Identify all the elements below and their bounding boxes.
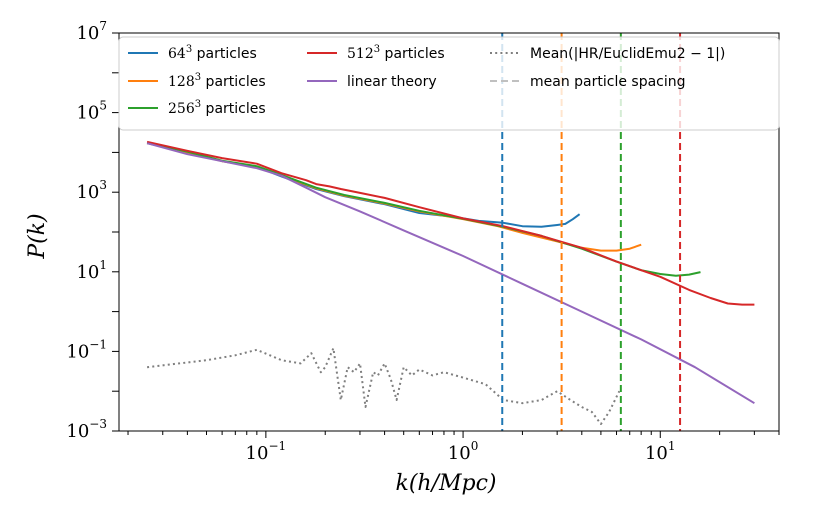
legend-item-lin: linear theory [307, 74, 437, 90]
legend-exponent: 3 [186, 44, 192, 55]
y-tick-label: 101 [76, 258, 107, 283]
legend-label: linear theory [347, 74, 437, 90]
tick-exponent: −1 [268, 439, 286, 453]
legend-label: Mean(|HR/EuclidEmu2 − 1|) [530, 46, 725, 62]
tick-exponent: −1 [89, 337, 107, 351]
x-axis-label: k(h/Mpc) [395, 471, 496, 496]
y-tick-label: 10−1 [66, 337, 107, 362]
y-tick-label: 10−3 [66, 417, 107, 442]
x-tick-label: 10−1 [246, 439, 287, 464]
tick-exponent: 7 [99, 19, 107, 33]
tick-base: 10 [645, 443, 668, 464]
tick-exponent: 1 [668, 439, 676, 453]
tick-exponent: 1 [99, 258, 107, 272]
legend-item-p512: 5123 particles [307, 44, 445, 62]
legend-item-p128: 1283 particles [128, 72, 266, 90]
legend-label: mean particle spacing [530, 74, 686, 90]
legend-item-mean: Mean(|HR/EuclidEmu2 − 1|) [490, 46, 725, 62]
legend-label: 1283 particles [168, 72, 266, 90]
legend-exponent: 3 [374, 44, 380, 55]
tick-exponent: 0 [471, 439, 479, 453]
legend-exponent: 3 [195, 72, 201, 83]
tick-base: 10 [246, 443, 269, 464]
tick-base: 10 [66, 341, 89, 362]
x-tick-label: 100 [448, 439, 479, 464]
legend-label: 5123 particles [347, 44, 445, 62]
legend-item-p64: 643 particles [128, 44, 257, 62]
legend-label: 643 particles [168, 44, 257, 62]
legend-item-p256: 2563 particles [128, 99, 266, 117]
legend-number: 256 [168, 101, 195, 117]
legend-number: 512 [347, 46, 374, 62]
legend-number: 64 [168, 46, 186, 62]
y-axis-label: P(k) [25, 213, 50, 259]
tick-base: 10 [66, 421, 89, 442]
tick-exponent: 5 [99, 99, 107, 113]
tick-base: 10 [448, 443, 471, 464]
x-tick-label: 101 [645, 439, 676, 464]
legend-text: particles [201, 74, 266, 90]
legend-text: particles [201, 101, 266, 117]
tick-exponent: 3 [99, 178, 107, 192]
legend-exponent: 3 [195, 99, 201, 110]
tick-base: 10 [76, 103, 99, 124]
tick-base: 10 [76, 262, 99, 283]
tick-exponent: −3 [89, 417, 107, 431]
series-line-p128 [146, 142, 642, 252]
tick-base: 10 [76, 182, 99, 203]
legend-frame [118, 36, 780, 131]
x-axis: 10−1 100 101 [127, 431, 780, 464]
series-line-lin [146, 142, 755, 405]
legend-text: particles [192, 46, 257, 62]
y-tick-label: 103 [76, 178, 107, 203]
legend-label: 2563 particles [168, 99, 266, 117]
y-tick-label: 105 [76, 99, 107, 124]
legend-text: particles [380, 46, 445, 62]
series-line-p512 [146, 140, 755, 306]
y-tick-label: 107 [76, 19, 107, 44]
series-line-mean [146, 347, 621, 425]
tick-base: 10 [76, 23, 99, 44]
legend-number: 128 [168, 74, 195, 90]
legend-item-spacing: mean particle spacing [490, 74, 686, 90]
